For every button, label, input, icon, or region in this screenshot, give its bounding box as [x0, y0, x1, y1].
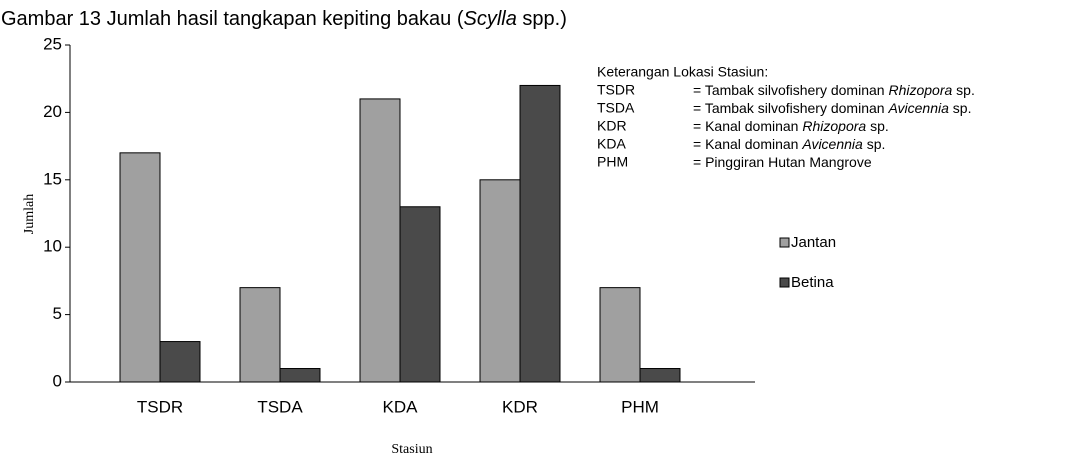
- bar: [359, 98, 401, 383]
- y-tick-label: 20: [43, 102, 62, 121]
- text-segment: Scylla: [464, 8, 517, 30]
- x-tick-label: KDR: [502, 397, 538, 416]
- note-desc: = Kanal dominan Rhizopora sp.: [693, 118, 889, 134]
- y-tick-label: 15: [43, 169, 62, 188]
- text-segment: = Tambak silvofishery dominan: [693, 100, 888, 116]
- text-segment: = Tambak silvofishery dominan: [693, 82, 888, 98]
- text-segment: Avicennia: [801, 136, 863, 152]
- x-tick-label: TSDR: [137, 397, 183, 416]
- note-code: KDR: [597, 118, 627, 134]
- y-tick-label: 10: [43, 237, 62, 256]
- text-segment: spp.): [517, 8, 567, 30]
- note-code: PHM: [597, 154, 628, 170]
- bar: [279, 368, 321, 383]
- text-segment: sp.: [866, 118, 889, 134]
- text-segment: = Kanal dominan: [693, 136, 802, 152]
- text-segment: sp.: [949, 100, 972, 116]
- text-segment: = Pinggiran Hutan Mangrove: [693, 154, 872, 170]
- x-tick-label: KDA: [383, 397, 419, 416]
- note-code: KDA: [597, 136, 626, 152]
- chart-title: Gambar 13 Jumlah hasil tangkapan kepitin…: [1, 8, 567, 30]
- notes-heading: Keterangan Lokasi Stasiun:: [597, 64, 768, 80]
- note-desc: = Pinggiran Hutan Mangrove: [693, 154, 872, 170]
- legend-swatch: [779, 277, 790, 288]
- bar: [479, 179, 521, 383]
- text-segment: Rhizopora: [888, 82, 952, 98]
- note-desc: = Tambak silvofishery dominan Avicennia …: [693, 100, 971, 116]
- text-segment: sp.: [863, 136, 886, 152]
- bar: [639, 368, 681, 383]
- text-segment: sp.: [952, 82, 975, 98]
- bar: [599, 287, 641, 383]
- y-tick-label: 0: [53, 371, 62, 390]
- x-tick-label: PHM: [621, 397, 659, 416]
- text-segment: Rhizopora: [802, 118, 866, 134]
- legend-label: Jantan: [791, 234, 836, 251]
- y-tick-label: 25: [43, 34, 62, 53]
- bar: [159, 341, 201, 383]
- note-code: TSDR: [597, 82, 635, 98]
- legend-label: Betina: [791, 274, 834, 291]
- text-segment: Avicennia: [887, 100, 949, 116]
- bar: [119, 152, 161, 383]
- y-axis-label: Jumlah: [22, 194, 37, 234]
- note-desc: = Kanal dominan Avicennia sp.: [693, 136, 885, 152]
- x-tick-label: TSDA: [257, 397, 303, 416]
- legend-swatch: [779, 237, 790, 248]
- y-tick-label: 5: [53, 304, 62, 323]
- bar: [519, 84, 561, 383]
- text-segment: Gambar 13 Jumlah hasil tangkapan kepitin…: [1, 8, 464, 30]
- text-segment: = Kanal dominan: [693, 118, 802, 134]
- note-code: TSDA: [597, 100, 635, 116]
- note-desc: = Tambak silvofishery dominan Rhizopora …: [693, 82, 975, 98]
- x-axis-label: Stasiun: [391, 442, 432, 457]
- bar: [239, 287, 281, 383]
- bar: [399, 206, 441, 383]
